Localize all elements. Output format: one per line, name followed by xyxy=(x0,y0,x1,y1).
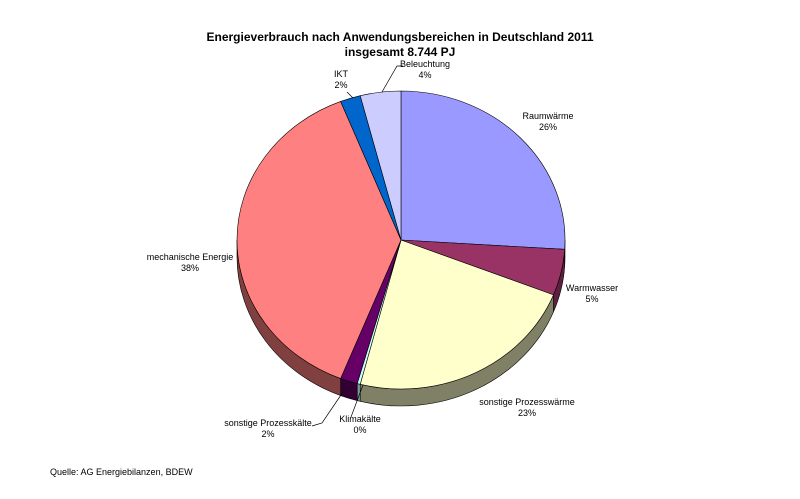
value-label-ikt: 2% xyxy=(334,80,347,90)
value-label-beleuchtung: 4% xyxy=(418,70,431,80)
label-sonstige-prozesswaerme: sonstige Prozesswärme xyxy=(479,397,575,407)
label-warmwasser: Warmwasser xyxy=(566,283,618,293)
value-label-sonstige-prozesswaerme: 23% xyxy=(518,408,536,418)
chart-subtitle: insgesamt 8.744 PJ xyxy=(345,45,456,59)
label-beleuchtung: Beleuchtung xyxy=(400,59,450,69)
label-klimakaelte: Klimakälte xyxy=(339,414,381,424)
slice-sonstige-prozesswaerme xyxy=(359,239,554,390)
label-leader-lines xyxy=(311,65,403,427)
leader-klimakaelte xyxy=(350,384,364,418)
value-label-raumwaerme: 26% xyxy=(539,122,557,132)
label-mechanische-energie: mechanische Energie xyxy=(147,252,234,262)
label-raumwaerme: Raumwärme xyxy=(522,111,573,121)
leader-ikt xyxy=(346,91,354,99)
source-note: Quelle: AG Energiebilanzen, BDEW xyxy=(50,467,193,477)
pie-slices xyxy=(236,90,566,390)
value-label-klimakaelte: 0% xyxy=(353,425,366,435)
leader-beleuchtung xyxy=(381,65,403,93)
chart-title: Energieverbrauch nach Anwendungsbereiche… xyxy=(207,30,594,44)
label-ikt: IKT xyxy=(334,69,349,79)
leader-sonstige-prozesskaelte xyxy=(311,391,344,427)
label-sonstige-prozesskaelte: sonstige Prozesskälte xyxy=(224,418,312,428)
value-label-sonstige-prozesskaelte: 2% xyxy=(261,429,274,439)
slice-raumwaerme xyxy=(400,90,566,250)
slice-mechanische-energie xyxy=(236,101,402,379)
slice-beleuchtung xyxy=(359,90,402,241)
value-label-warmwasser: 5% xyxy=(585,294,598,304)
value-label-mechanische-energie: 38% xyxy=(181,263,199,273)
